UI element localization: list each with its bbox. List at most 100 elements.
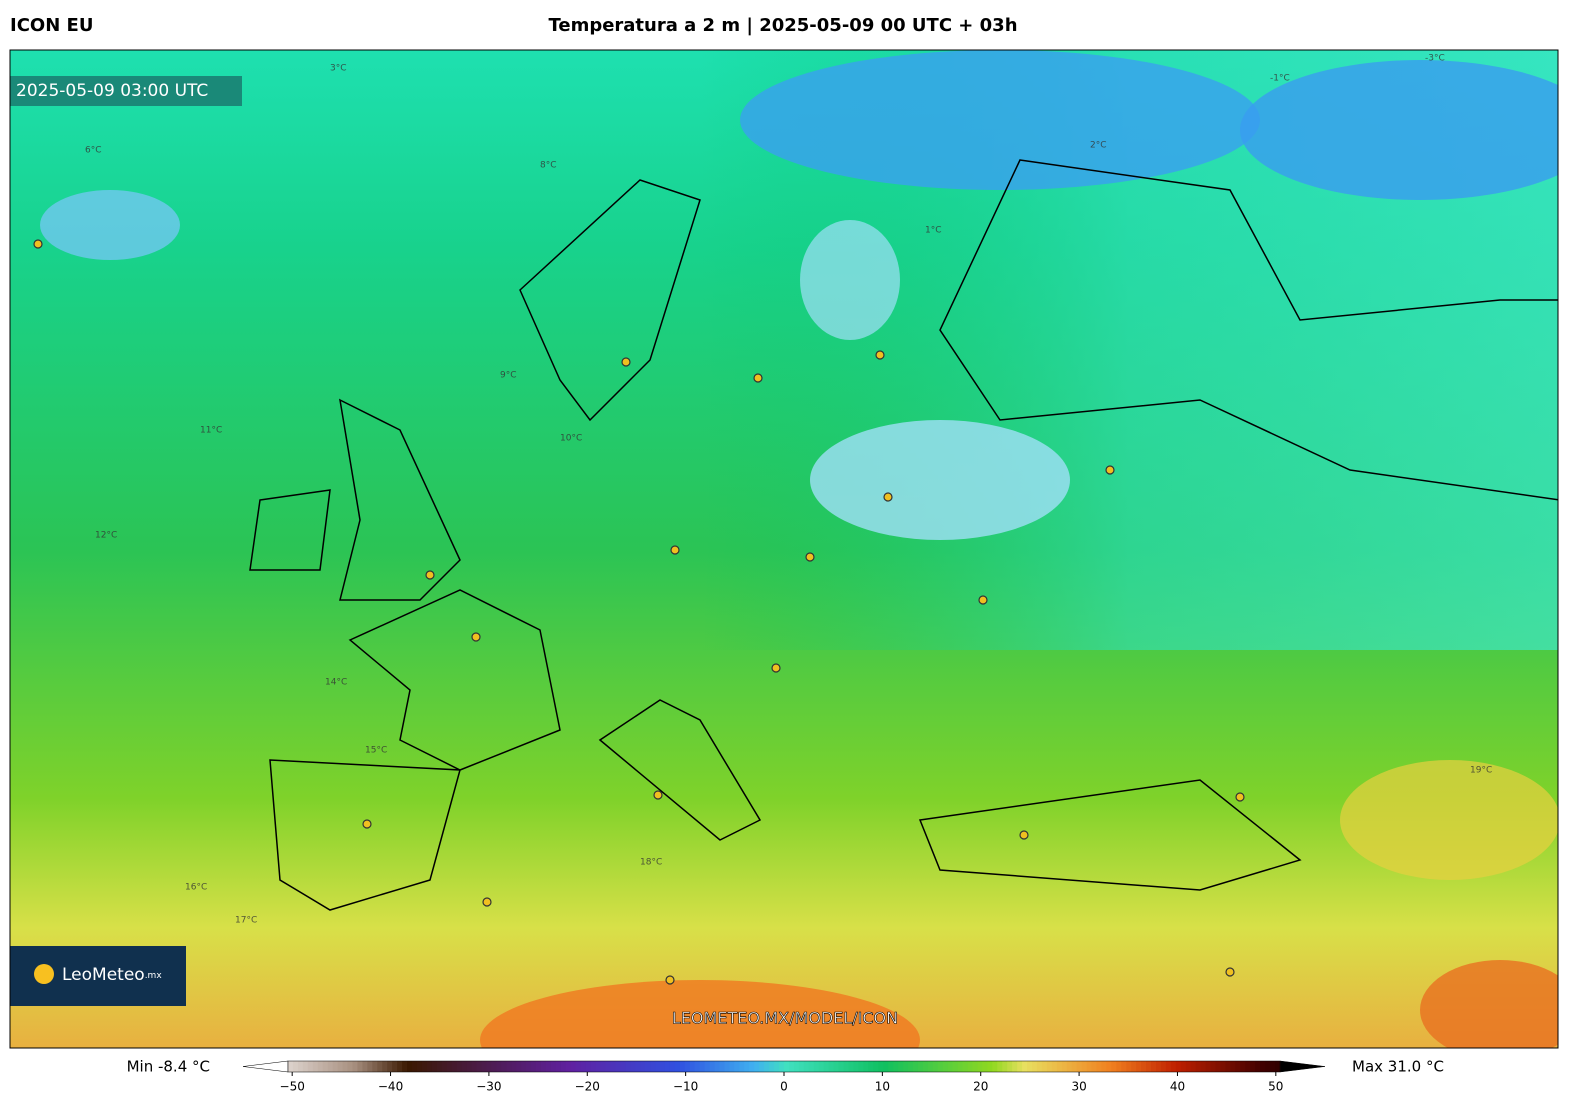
colorbar-segment	[536, 1061, 542, 1072]
colorbar-segment	[481, 1061, 487, 1072]
colorbar-segment	[1230, 1061, 1236, 1072]
colorbar-segment	[1160, 1061, 1167, 1072]
colorbar-segment	[858, 1061, 864, 1072]
colorbar-end	[242, 1060, 289, 1073]
colorbar-segment	[674, 1061, 681, 1072]
contour-label: 18°C	[640, 858, 662, 868]
colorbar-tick-label: 20	[973, 1080, 988, 1094]
logo-name: LeoMeteo	[62, 965, 145, 985]
colorbar-segment	[1180, 1061, 1187, 1072]
colorbar-segment	[1250, 1061, 1256, 1072]
warm-area	[1420, 960, 1558, 1048]
colorbar-segment	[719, 1061, 725, 1072]
colorbar-segment	[684, 1061, 691, 1072]
city	[653, 790, 663, 800]
colorbar-segment	[630, 1061, 636, 1072]
city	[670, 545, 680, 555]
colorbar-segment	[471, 1061, 477, 1072]
colorbar-segment	[655, 1061, 661, 1072]
colorbar-segment	[1235, 1061, 1241, 1072]
colorbar-segment	[407, 1061, 413, 1072]
timestamp-box	[10, 76, 242, 106]
contour-label: -3°C	[1425, 54, 1445, 64]
contour-label: 6°C	[85, 146, 102, 156]
colorbar-segment	[337, 1061, 344, 1072]
colorbar-segment	[868, 1061, 874, 1072]
colorbar-segment	[967, 1061, 973, 1072]
colorbar-segment	[377, 1061, 383, 1072]
colorbar-segment	[917, 1061, 924, 1072]
colorbar-segment	[307, 1061, 314, 1072]
cold-area	[810, 420, 1070, 540]
colorbar-segment	[947, 1061, 954, 1072]
colorbar-segment	[516, 1061, 522, 1072]
colorbar-segment	[972, 1061, 978, 1072]
colorbar-segment	[1240, 1061, 1246, 1072]
warm-area	[480, 980, 920, 1048]
colorbar-segment	[1205, 1061, 1212, 1072]
colorbar-segment	[511, 1061, 517, 1072]
colorbar-segment	[1151, 1061, 1157, 1072]
colorbar-segment	[610, 1061, 616, 1072]
colorbar-segment	[397, 1061, 403, 1072]
city	[1105, 465, 1115, 475]
colorbar-segment	[367, 1061, 373, 1072]
colorbar-segment	[1071, 1061, 1078, 1072]
city	[33, 239, 43, 249]
colorbar-segment	[669, 1061, 676, 1072]
contour-label: 17°C	[235, 916, 257, 926]
colorbar-segment	[952, 1061, 959, 1072]
colorbar-segment	[560, 1061, 567, 1072]
contour-label: 2°C	[1090, 141, 1107, 151]
colorbar-segment	[600, 1061, 606, 1072]
logo-suffix: .mx	[145, 971, 163, 981]
colorbar-segment	[1027, 1061, 1033, 1072]
colorbar-segment	[347, 1061, 353, 1072]
colorbar-segment	[1200, 1061, 1207, 1072]
colorbar-segment	[501, 1061, 507, 1072]
colorbar-segment	[883, 1061, 889, 1072]
city	[482, 897, 492, 907]
colorbar-segment	[620, 1061, 626, 1072]
contour-label: 1°C	[925, 226, 942, 236]
colorbar-segment	[1185, 1061, 1192, 1072]
colorbar-segment	[699, 1061, 706, 1072]
colorbar-segment	[486, 1061, 492, 1072]
colorbar-tick-label: −30	[476, 1080, 501, 1094]
colorbar-segment	[1260, 1061, 1266, 1072]
colorbar-segment	[833, 1061, 840, 1072]
colorbar-segment	[317, 1061, 324, 1072]
colorbar-segment	[312, 1061, 319, 1072]
colorbar-segment	[605, 1061, 611, 1072]
colorbar-segment	[704, 1061, 711, 1072]
colorbar-segment	[382, 1061, 388, 1072]
colorbar-tick-label: −20	[575, 1080, 600, 1094]
colorbar-tick-label: 50	[1268, 1080, 1283, 1094]
colorbar-segment	[1116, 1061, 1122, 1072]
contour-label: 3°C	[330, 64, 347, 74]
colorbar-segment	[531, 1061, 537, 1072]
colorbar-segment	[640, 1061, 646, 1072]
colorbar-segment	[1141, 1061, 1147, 1072]
colorbar-segment	[590, 1061, 597, 1072]
city	[1235, 792, 1245, 802]
colorbar-segment	[292, 1061, 299, 1072]
warm-area	[1340, 760, 1558, 880]
city	[621, 357, 631, 367]
colorbar-segment	[888, 1061, 894, 1072]
colorbar-segment	[1032, 1061, 1038, 1072]
colorbar-segment	[1101, 1061, 1107, 1072]
colorbar-segment	[1002, 1061, 1008, 1072]
colorbar-segment	[779, 1061, 785, 1072]
colorbar-segment	[1111, 1061, 1117, 1072]
colorbar-segment	[1086, 1061, 1093, 1072]
colorbar-segment	[650, 1061, 656, 1072]
colorbar-segment	[942, 1061, 949, 1072]
colorbar-segment	[1270, 1061, 1276, 1072]
colorbar-segment	[798, 1061, 805, 1072]
colorbar-segment	[565, 1061, 572, 1072]
colorbar-segment	[853, 1061, 859, 1072]
colorbar-segment	[759, 1061, 765, 1072]
city	[753, 373, 763, 383]
